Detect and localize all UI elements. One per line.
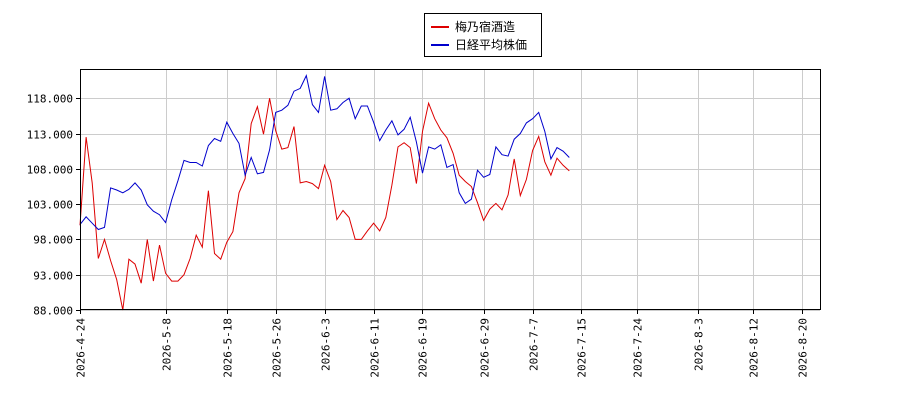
x-tick-label: 2026-6-29 <box>479 318 492 378</box>
y-tick-label: 93.000 <box>33 270 73 283</box>
x-tick-label: 2026-8-20 <box>797 318 810 378</box>
y-tick-label: 108.000 <box>27 164 73 177</box>
series-line-0 <box>79 98 570 311</box>
x-tick-label: 2026-8-12 <box>748 318 761 378</box>
x-tick-label: 2026-5-26 <box>271 318 284 378</box>
x-tick-label: 2026-7-24 <box>632 318 645 378</box>
y-tick-label: 103.000 <box>27 199 73 212</box>
x-tick-label: 2026-6-19 <box>417 318 430 378</box>
x-tick-label: 2026-6-3 <box>320 318 333 371</box>
series-line-1 <box>79 74 570 231</box>
x-tick-label: 2026-5-18 <box>222 318 235 378</box>
legend-box <box>424 13 542 57</box>
y-tick-label: 118.000 <box>27 93 73 106</box>
y-tick-label: 98.000 <box>33 234 73 247</box>
x-axis: 2026-4-24 2026-5-8 2026-5-18 2026-5-26 2026-… <box>75 310 810 378</box>
legend-label: 日経平均株価 <box>455 37 527 52</box>
plot-frame <box>80 69 821 310</box>
x-tick-label: 2026-7-15 <box>576 318 589 378</box>
x-tick-label: 2026-4-24 <box>75 318 88 378</box>
y-axis: 88.000 93.000 98.000 103.000 108.000 113.000 1… <box>27 93 80 318</box>
x-tick-label: 2026-6-11 <box>369 318 382 378</box>
y-tick-label: 113.000 <box>27 129 73 142</box>
x-tick-label: 2026-7-7 <box>528 318 541 371</box>
grid <box>80 70 820 311</box>
x-tick-label: 2026-5-8 <box>161 318 174 371</box>
y-tick-label: 88.000 <box>33 305 73 318</box>
x-tick-label: 2026-8-3 <box>693 318 706 371</box>
legend-label: 梅乃宿酒造 <box>455 19 515 34</box>
series-lines <box>79 74 570 311</box>
